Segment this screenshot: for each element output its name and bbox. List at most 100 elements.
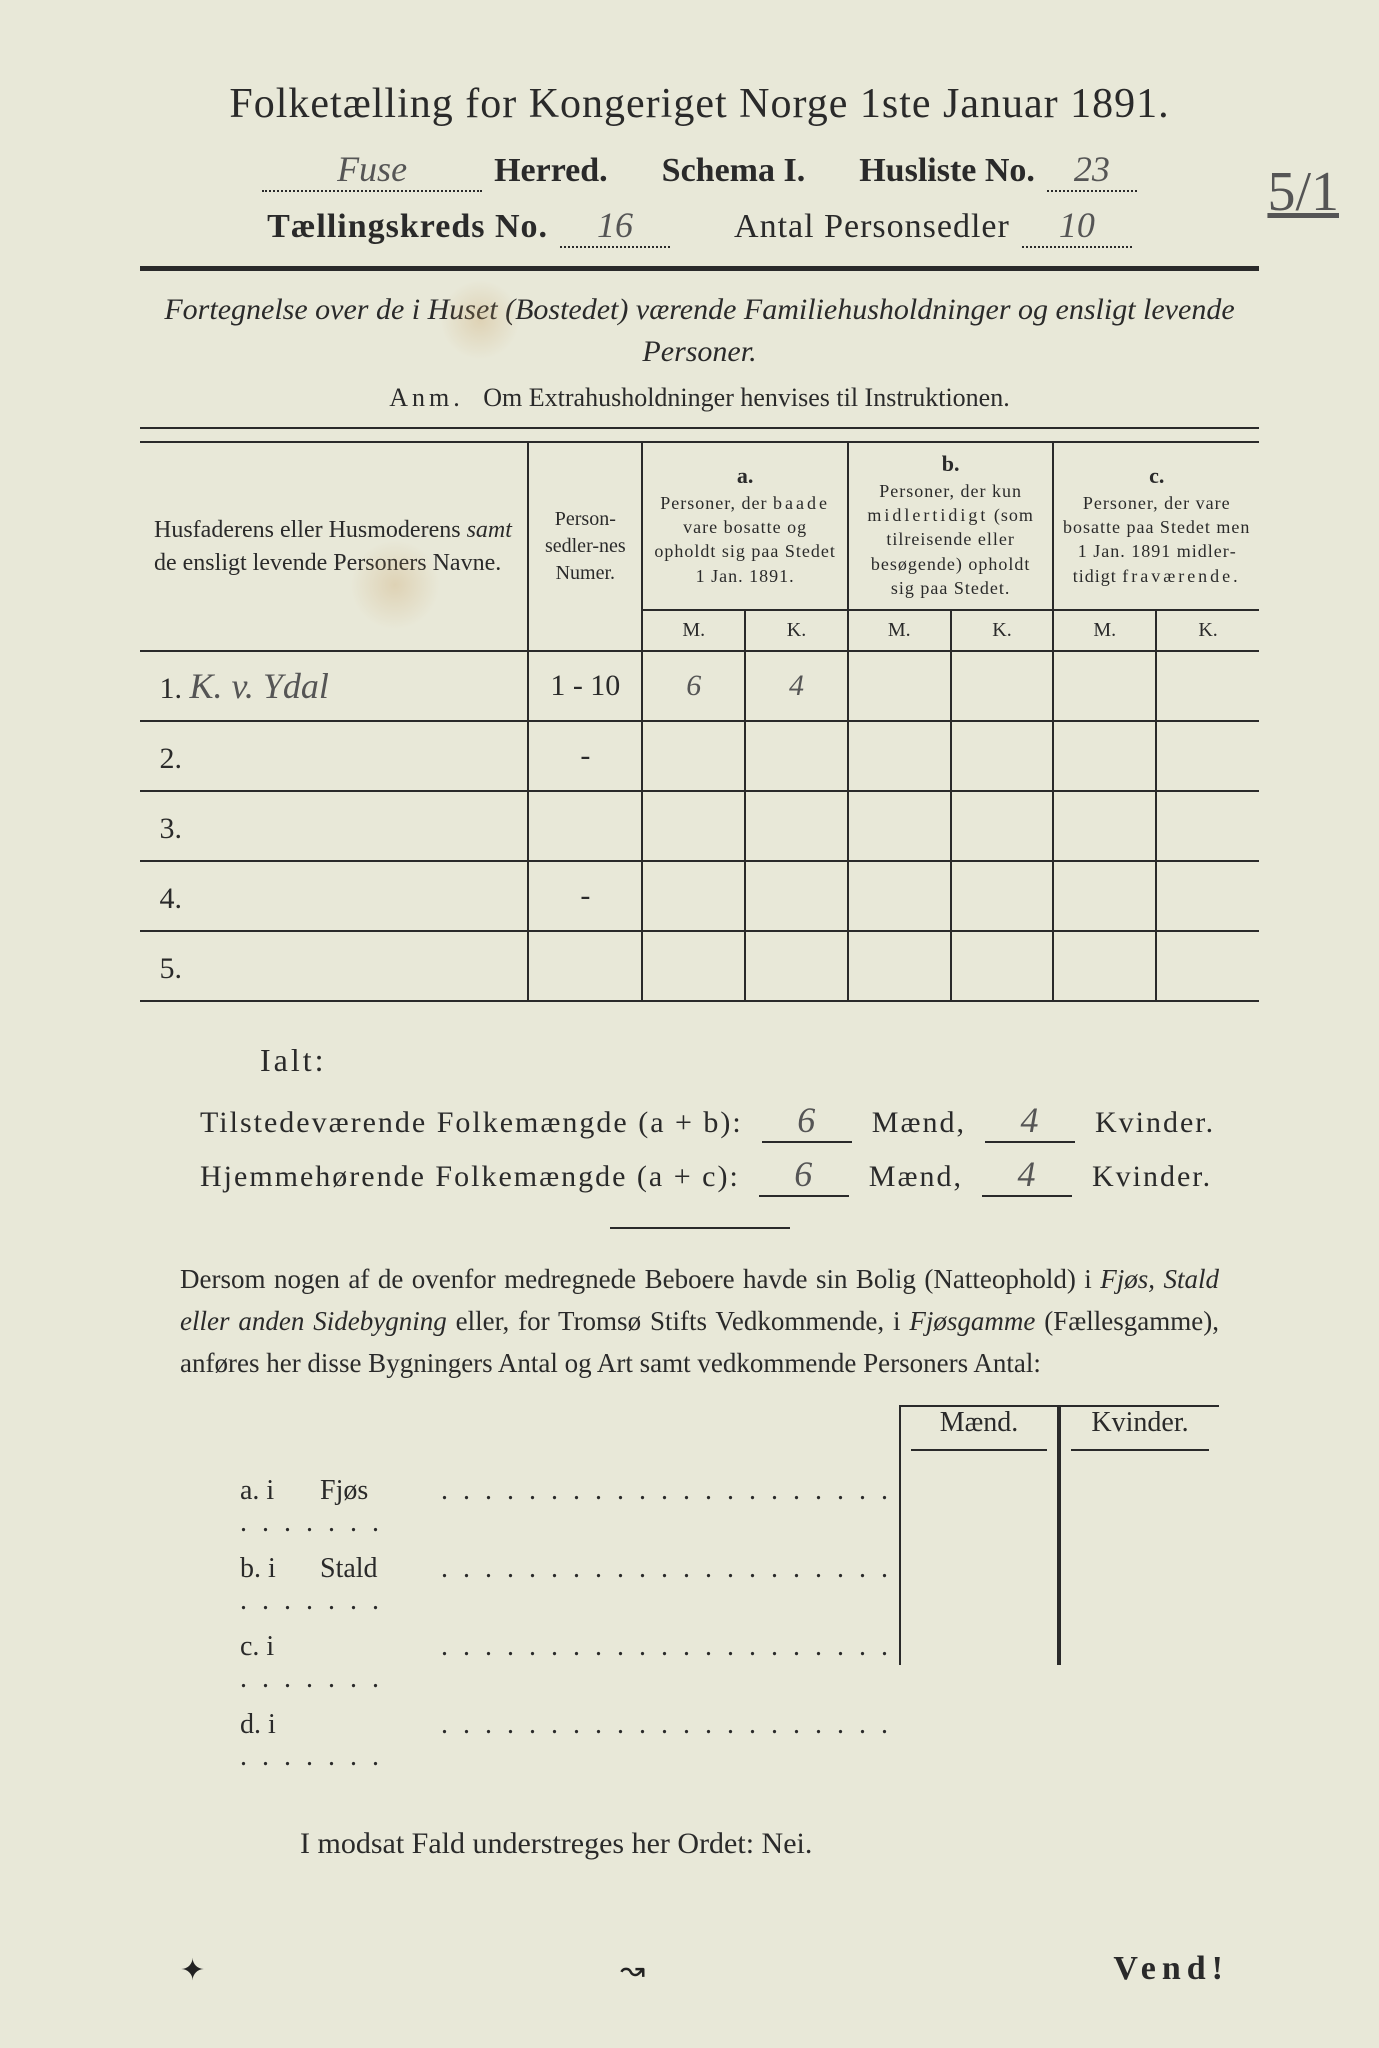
- ink-mark: ✦: [180, 1953, 205, 1988]
- present-maend-value: 6: [762, 1099, 852, 1143]
- anm-note: Anm. Om Extrahusholdninger henvises til …: [140, 383, 1259, 413]
- col-c-k: K.: [1156, 610, 1259, 651]
- present-kvinder-value: 4: [985, 1099, 1075, 1143]
- husliste-value: 23: [1074, 149, 1110, 189]
- row-b-m: [848, 861, 951, 931]
- outbuilding-paragraph: Dersom nogen af de ovenfor medregnede Be…: [180, 1259, 1219, 1385]
- row-b-k: [951, 931, 1054, 1001]
- totals-present-label: Tilstedeværende Folkemængde (a + b):: [200, 1106, 743, 1139]
- outbuilding-row: c. i . . . . . . . . . . . . . . . . . .…: [240, 1631, 899, 1695]
- kreds-value: 16: [597, 205, 633, 245]
- col-a-desc: Personer, der baade vare bo­satte og oph…: [651, 491, 839, 588]
- census-form-page: 5/1 Folketælling for Kongeriget Norge 1s…: [0, 0, 1379, 2048]
- nei-line: I modsat Fald understreges her Ordet: Ne…: [300, 1827, 1259, 1861]
- row-a-m: [642, 721, 745, 791]
- row-c-m: [1053, 861, 1156, 931]
- outbuilding-table: a. iFjøs . . . . . . . . . . . . . . . .…: [240, 1405, 1219, 1787]
- maend-label: Mænd,: [869, 1160, 963, 1193]
- table-row: 4. -: [140, 861, 1259, 931]
- kreds-label: Tællingskreds No.: [267, 208, 548, 246]
- col-a-m: M.: [642, 610, 745, 651]
- row-b-m: [848, 791, 951, 861]
- row-a-k: [745, 861, 848, 931]
- col-a-letter: a.: [651, 461, 839, 491]
- col-b-k: K.: [951, 610, 1054, 651]
- row-c-m: [1053, 791, 1156, 861]
- ink-mark: ↝: [620, 1953, 645, 1988]
- row-a-k: [745, 721, 848, 791]
- outbuilding-row: a. iFjøs . . . . . . . . . . . . . . . .…: [240, 1475, 899, 1539]
- row-c-m: [1053, 721, 1156, 791]
- col-c-m: M.: [1053, 610, 1156, 651]
- row-c-k: [1156, 861, 1259, 931]
- row-name: K. v. Ydal: [190, 666, 329, 706]
- header-line-2: Tællingskreds No. 16 Antal Personsedler …: [140, 204, 1259, 248]
- vend-label: Vend!: [1113, 1950, 1229, 1988]
- row-num: -: [528, 861, 642, 931]
- margin-annotation: 5/1: [1267, 160, 1339, 224]
- row-num: -: [528, 721, 642, 791]
- outbuilding-maend-col: Mænd.: [899, 1407, 1059, 1665]
- row-b-k: [951, 791, 1054, 861]
- household-table: Husfaderens eller Husmode­rens samt de e…: [140, 441, 1259, 1002]
- row-b-m: [848, 721, 951, 791]
- col-b-letter: b.: [857, 449, 1045, 479]
- row-num: [528, 931, 642, 1001]
- row-a-k: [745, 931, 848, 1001]
- row-a-m: [642, 861, 745, 931]
- maend-header: Mænd.: [911, 1407, 1047, 1451]
- row-c-m: [1053, 651, 1156, 721]
- row-b-k: [951, 651, 1054, 721]
- antal-value: 10: [1059, 205, 1095, 245]
- row-c-k: [1156, 721, 1259, 791]
- col-c-letter: c.: [1062, 461, 1251, 491]
- outbuilding-row: d. i . . . . . . . . . . . . . . . . . .…: [240, 1709, 899, 1773]
- husliste-label: Husliste No.: [859, 152, 1035, 190]
- divider: [140, 427, 1259, 429]
- row-c-m: [1053, 931, 1156, 1001]
- row-c-k: [1156, 791, 1259, 861]
- paper-stain: [350, 540, 440, 630]
- col-num-header: Person-sedler-nes Numer.: [528, 442, 642, 651]
- antal-label: Antal Personsedler: [734, 208, 1010, 246]
- divider: [140, 266, 1259, 271]
- row-a-k: 4: [745, 651, 848, 721]
- row-a-m: [642, 791, 745, 861]
- form-subtitle: Fortegnelse over de i Huset (Bostedet) v…: [140, 289, 1259, 373]
- table-row: 3.: [140, 791, 1259, 861]
- row-num: 1 - 10: [528, 651, 642, 721]
- col-b-desc: Personer, der kun midler­tidigt (som til…: [857, 479, 1045, 600]
- row-b-m: [848, 651, 951, 721]
- schema-label: Schema I.: [662, 152, 806, 190]
- outbuilding-kvinder-col: Kvinder.: [1059, 1407, 1219, 1665]
- ialt-label: Ialt:: [260, 1042, 1259, 1079]
- row-a-m: 6: [642, 651, 745, 721]
- kvinder-label: Kvinder.: [1095, 1106, 1215, 1139]
- kvinder-header: Kvinder.: [1071, 1407, 1209, 1451]
- paper-stain: [440, 280, 520, 360]
- row-a-k: [745, 791, 848, 861]
- herred-label: Herred.: [494, 152, 608, 190]
- resident-maend-value: 6: [759, 1153, 849, 1197]
- divider: [610, 1227, 790, 1229]
- table-row: 5.: [140, 931, 1259, 1001]
- table-row: 2. -: [140, 721, 1259, 791]
- maend-label: Mænd,: [872, 1106, 966, 1139]
- col-b-m: M.: [848, 610, 951, 651]
- herred-value: Fuse: [337, 149, 407, 189]
- anm-prefix: Anm.: [389, 383, 464, 412]
- totals-resident-label: Hjemmehørende Folkemængde (a + c):: [200, 1160, 740, 1193]
- col-a-k: K.: [745, 610, 848, 651]
- resident-kvinder-value: 4: [982, 1153, 1072, 1197]
- outbuilding-row: b. iStald . . . . . . . . . . . . . . . …: [240, 1553, 899, 1617]
- totals-resident: Hjemmehørende Folkemængde (a + c): 6 Mæn…: [200, 1153, 1259, 1197]
- table-row: 1. K. v. Ydal1 - 1064: [140, 651, 1259, 721]
- row-num: [528, 791, 642, 861]
- row-c-k: [1156, 651, 1259, 721]
- form-title: Folketælling for Kongeriget Norge 1ste J…: [140, 80, 1259, 128]
- totals-present: Tilstedeværende Folkemængde (a + b): 6 M…: [200, 1099, 1259, 1143]
- col-c-desc: Personer, der vare bosatte paa Stedet me…: [1062, 491, 1251, 588]
- row-b-k: [951, 861, 1054, 931]
- row-a-m: [642, 931, 745, 1001]
- row-c-k: [1156, 931, 1259, 1001]
